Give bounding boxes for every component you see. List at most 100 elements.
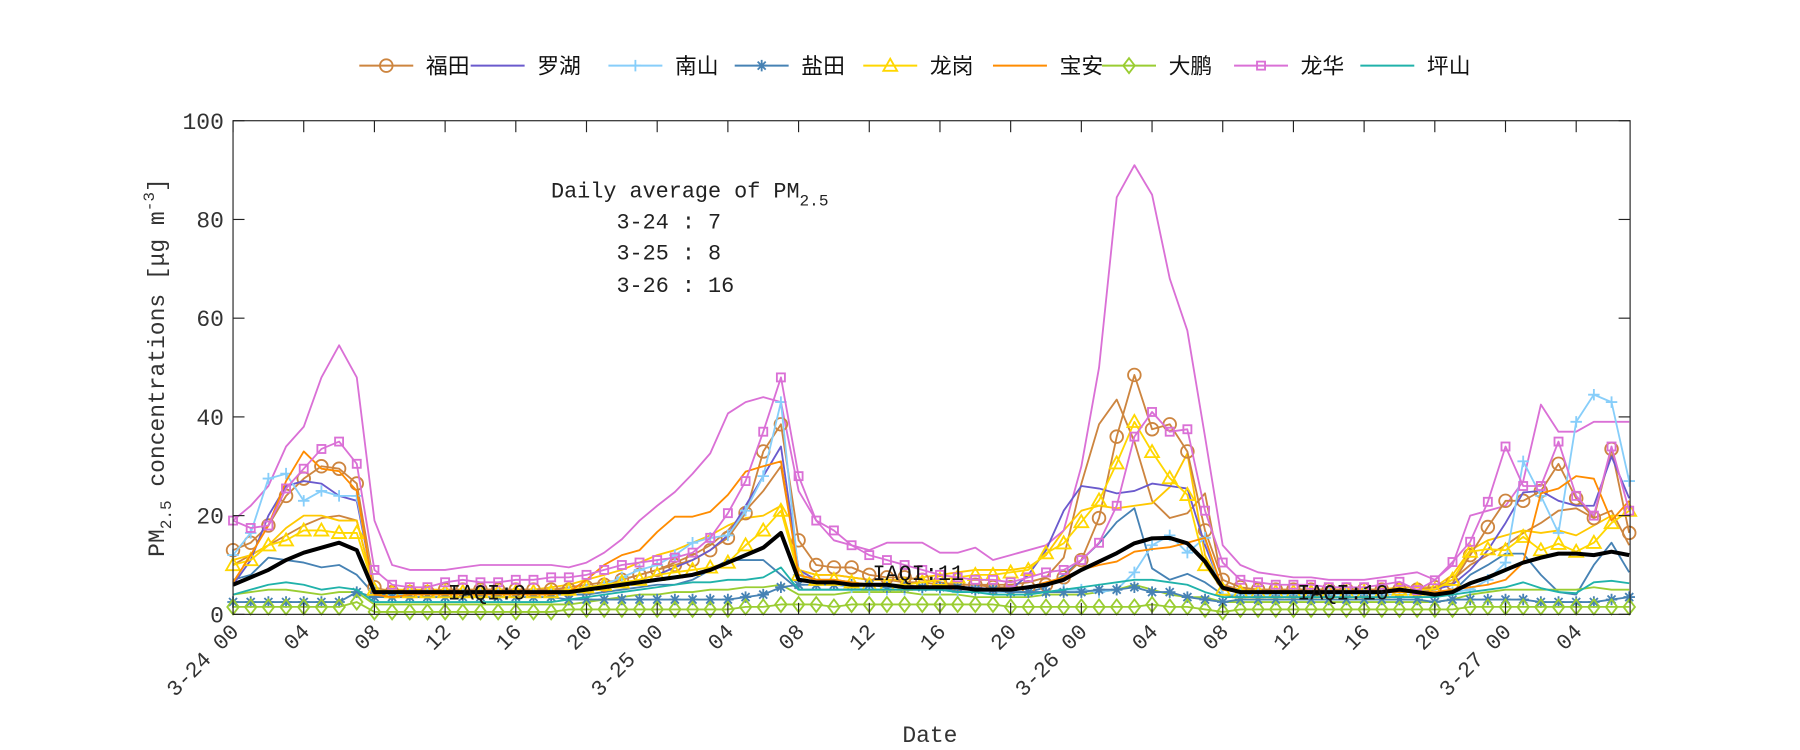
x-tick-label: 16 (916, 620, 952, 656)
series-8-point (1058, 564, 1069, 575)
series-8-point (1394, 576, 1405, 587)
series-5-point (1479, 540, 1497, 556)
series-8-point (510, 574, 521, 585)
series-8-point (1005, 577, 1016, 588)
series-4-point (1623, 591, 1635, 603)
series-8-point (1182, 424, 1193, 435)
legend-marker (881, 56, 899, 72)
series-7-point (1427, 600, 1442, 619)
series-4-point (1305, 593, 1317, 606)
series-8-point (1147, 407, 1157, 417)
series-8-point (1571, 490, 1582, 501)
series-4-point (297, 596, 310, 608)
series-8-point (1076, 555, 1087, 565)
series-7-point (455, 602, 470, 621)
y-label-rest: concentrations [μg m (145, 211, 171, 500)
series-line-7 (233, 601, 1630, 613)
series-5-point (1444, 571, 1461, 586)
series-5-point (1585, 534, 1603, 549)
x-tick-label: 16 (1340, 620, 1376, 656)
series-8-point (917, 564, 928, 575)
series-7-point (597, 600, 612, 619)
series-7-point (367, 602, 382, 621)
series-8-point (722, 508, 733, 519)
series-5-point (1108, 454, 1126, 470)
series-7-point (1198, 600, 1212, 619)
legend-item: 宝安 (992, 55, 1103, 80)
series-7-point (685, 600, 700, 619)
x-tick-label: 08 (1198, 620, 1234, 656)
series-8-point (846, 540, 857, 551)
series-3-point (1128, 566, 1141, 579)
x-tick-label: 20 (562, 620, 598, 656)
series-7-point (968, 595, 983, 614)
series-4-point (1216, 596, 1229, 608)
series-4-point (1093, 583, 1105, 596)
series-3-point (757, 470, 769, 482)
series-7-point (897, 595, 912, 614)
series-3-point (1499, 556, 1512, 569)
series-line-1 (232, 374, 1631, 593)
series-3-point (1464, 583, 1476, 596)
series-4-point (1199, 593, 1211, 606)
series-8-point (740, 476, 751, 487)
series-8-point (1624, 505, 1635, 516)
series-7-point (667, 600, 682, 619)
series-4-point (1323, 593, 1335, 606)
series-4-point (1128, 581, 1141, 593)
series-8-point (351, 458, 362, 469)
series-8-point (758, 426, 769, 437)
series-8-point (1094, 537, 1104, 548)
y-tick-label: 80 (196, 208, 224, 234)
series-5-point (1072, 513, 1090, 529)
series-4-point (616, 593, 628, 606)
series-7-point (1304, 600, 1318, 619)
series-4-point (1376, 593, 1388, 606)
y-tick-label: 100 (183, 110, 224, 136)
series-4-point (669, 593, 681, 606)
series-8-point (475, 577, 486, 588)
series-4-point (315, 596, 328, 608)
iaqi-label-3-26: IAQI:10 (1297, 581, 1389, 606)
series-8-point (334, 436, 345, 447)
iaqi-label-3-25: IAQI:11 (872, 562, 964, 587)
series-4-point (262, 596, 275, 608)
series-5-point (348, 524, 366, 539)
series-7-point (1321, 600, 1336, 619)
legend-label: 坪山 (1427, 55, 1471, 80)
series-4-point (598, 593, 610, 606)
series-4-point (1270, 593, 1282, 606)
series-7-point (561, 600, 576, 619)
series-8-point (387, 579, 398, 590)
legend-item: 福田 (359, 55, 470, 80)
series-8-point (882, 555, 892, 565)
legend-label: 福田 (426, 55, 470, 80)
legend-marker (755, 59, 768, 72)
series-1-point (1144, 422, 1160, 437)
plot-lines (224, 164, 1638, 621)
y-label-sub: 2.5 (158, 500, 176, 529)
legend-item: 坪山 (1360, 55, 1471, 80)
series-4-point (1022, 586, 1035, 598)
x-tick-label: 08 (350, 620, 386, 656)
series-5-point (631, 571, 648, 586)
series-3-point (1605, 396, 1618, 408)
series-1-point (773, 417, 789, 432)
series-8-point (1306, 579, 1317, 590)
series-5-point (1019, 561, 1037, 577)
series-5-point (1550, 535, 1567, 550)
iaqi-label-3-24: IAQI:9 (448, 581, 526, 606)
series-5-point (578, 578, 595, 594)
series-4-point (739, 591, 752, 603)
series-8-point (281, 483, 291, 494)
y-label-main: PM (145, 529, 171, 557)
series-8-point (1518, 481, 1529, 491)
y-label-sup: -3 (141, 192, 159, 211)
series-8-point (1164, 426, 1175, 437)
series-7-point (809, 595, 824, 614)
series-4-point (1146, 586, 1158, 598)
legend-label: 盐田 (801, 55, 845, 80)
series-4-point (1287, 593, 1300, 606)
series-4-point (1163, 586, 1176, 598)
